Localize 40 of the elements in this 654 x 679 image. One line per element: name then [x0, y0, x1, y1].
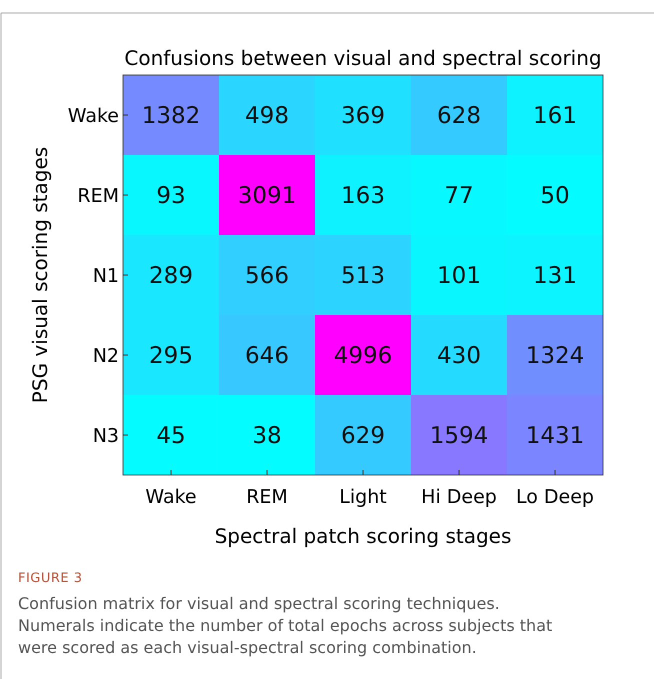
data-label: 289 [149, 263, 193, 289]
data-label: 295 [149, 343, 193, 369]
data-label: 101 [437, 263, 481, 289]
data-label: 1324 [526, 343, 584, 369]
data-label: 566 [245, 263, 289, 289]
data-label: 1594 [430, 423, 488, 449]
text: Confusion matrix for visual and spectral scoring techniques. Numerals indicate the number of total epochs across subjects that were scored as each visual-spectral scoring combination. [18, 594, 552, 657]
x-tick-label: Hi Deep [421, 486, 497, 508]
data-label: 646 [245, 343, 289, 369]
data-label: 369 [341, 103, 385, 129]
data-label: 38 [252, 423, 282, 449]
data-label: 161 [533, 103, 577, 129]
y-tick-label: N1 [92, 265, 119, 287]
x-tick-label: REM [246, 486, 288, 508]
y-tick-label: REM [77, 185, 119, 207]
data-label: 513 [341, 263, 385, 289]
y-tick-label: Wake [68, 105, 119, 127]
x-axis-title: Spectral patch scoring stages [214, 524, 512, 548]
data-label: 163 [341, 183, 385, 209]
x-tick-label: Wake [145, 486, 197, 508]
x-tick-label: Lo Deep [516, 486, 594, 508]
data-label: 45 [156, 423, 186, 449]
caption: FIGURE 3 [18, 571, 83, 586]
data-label: 430 [437, 343, 481, 369]
data-label: 629 [341, 423, 385, 449]
data-label: 1382 [142, 103, 200, 129]
data-label: 50 [540, 183, 570, 209]
data-label: 4996 [334, 343, 392, 369]
data-label: 93 [156, 183, 186, 209]
data-label: 77 [444, 183, 474, 209]
data-label: 498 [245, 103, 289, 129]
y-tick-label: N3 [92, 425, 119, 447]
data-label: 3091 [238, 183, 296, 209]
x-tick-label: Light [339, 486, 387, 508]
data-label: 1431 [526, 423, 584, 449]
chart-title: Confusions between visual and spectral scoring [124, 46, 602, 70]
data-label: 131 [533, 263, 577, 289]
y-axis-title: PSG visual scoring stages [28, 146, 52, 404]
data-label: 628 [437, 103, 481, 129]
y-tick-label: N2 [92, 345, 119, 367]
